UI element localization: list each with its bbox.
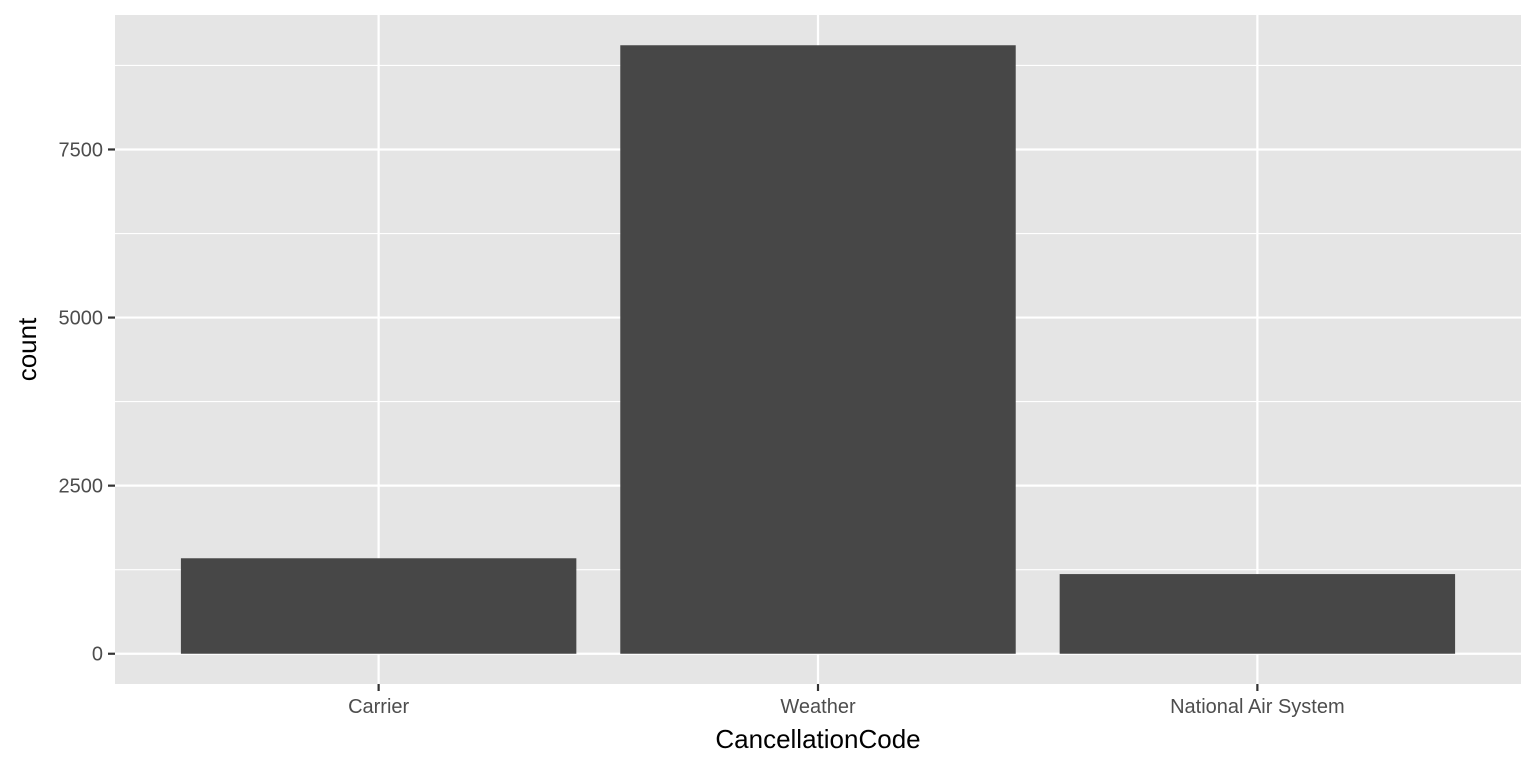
y-tick-label: 0 bbox=[92, 644, 103, 666]
y-axis: 0 2500 5000 7500 bbox=[59, 139, 115, 666]
y-axis-title: count bbox=[12, 317, 42, 381]
y-tick-label: 7500 bbox=[59, 139, 104, 161]
bar-national-air-system bbox=[1059, 574, 1456, 654]
bar-weather bbox=[620, 45, 1016, 654]
x-tick-label: Carrier bbox=[348, 696, 409, 718]
x-axis: Carrier Weather National Air System bbox=[348, 684, 1345, 718]
x-axis-title: CancellationCode bbox=[715, 724, 920, 754]
x-tick-label: Weather bbox=[780, 696, 856, 718]
bar-carrier bbox=[180, 558, 577, 654]
bars bbox=[180, 45, 1456, 654]
y-tick-label: 2500 bbox=[59, 476, 104, 498]
x-tick-label: National Air System bbox=[1170, 696, 1345, 718]
y-tick-label: 5000 bbox=[59, 308, 104, 330]
